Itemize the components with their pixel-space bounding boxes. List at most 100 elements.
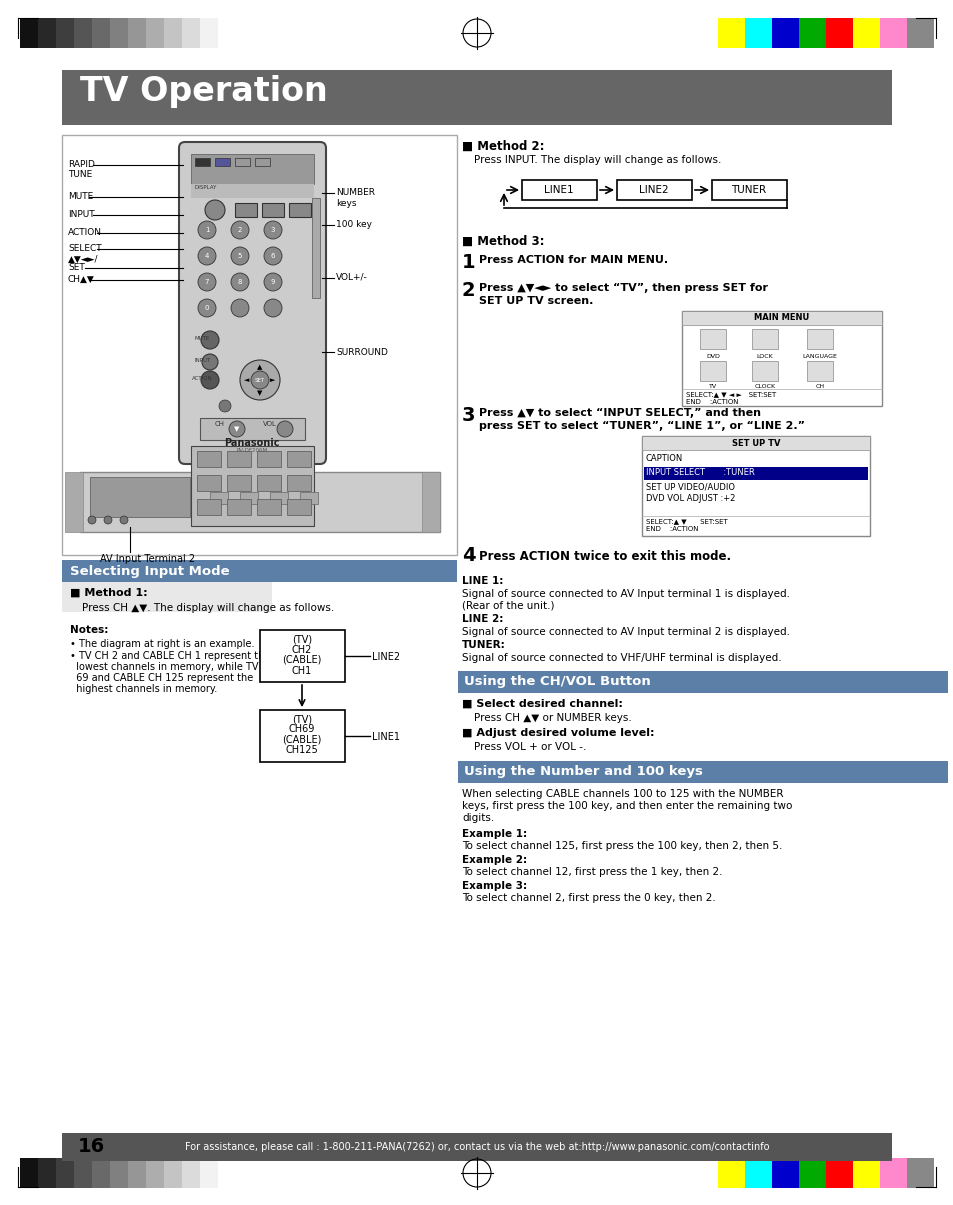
Text: • The diagram at right is an example.: • The diagram at right is an example. xyxy=(70,639,254,649)
Text: END    :ACTION: END :ACTION xyxy=(685,399,738,405)
Text: SELECT:▲ ▼ ◄ ►   SET:SET: SELECT:▲ ▼ ◄ ► SET:SET xyxy=(685,390,776,396)
Bar xyxy=(421,472,439,531)
Bar xyxy=(191,184,314,198)
Bar xyxy=(852,18,879,48)
Text: ■ Method 3:: ■ Method 3: xyxy=(461,235,544,248)
Bar xyxy=(62,582,272,612)
Bar xyxy=(196,499,221,515)
Text: 2: 2 xyxy=(461,281,476,300)
Bar xyxy=(299,492,317,504)
Bar xyxy=(38,18,56,48)
Bar xyxy=(80,472,439,531)
Circle shape xyxy=(264,299,282,317)
Text: 2: 2 xyxy=(237,227,242,233)
Text: Signal of source connected to AV Input terminal 1 is displayed.: Signal of source connected to AV Input t… xyxy=(461,589,789,599)
Bar xyxy=(718,18,744,48)
Text: 3: 3 xyxy=(271,227,275,233)
Text: press SET to select “TUNER”, “LINE 1”, or “LINE 2.”: press SET to select “TUNER”, “LINE 1”, o… xyxy=(478,421,804,431)
Text: ▲: ▲ xyxy=(257,364,262,370)
Text: 5: 5 xyxy=(237,253,242,259)
Bar xyxy=(234,202,256,217)
Text: NUMBER: NUMBER xyxy=(335,188,375,196)
Text: keys: keys xyxy=(335,199,356,208)
Text: VOL+/-: VOL+/- xyxy=(335,272,367,281)
Text: SET: SET xyxy=(254,377,265,382)
Bar xyxy=(256,475,281,490)
FancyBboxPatch shape xyxy=(179,142,326,464)
Bar xyxy=(312,198,319,298)
Bar xyxy=(879,18,906,48)
Text: SET UP TV screen.: SET UP TV screen. xyxy=(478,296,593,306)
Text: CAPTION: CAPTION xyxy=(645,454,682,463)
Text: DVD: DVD xyxy=(705,354,720,359)
Bar xyxy=(806,329,832,349)
Circle shape xyxy=(104,516,112,524)
Text: 9: 9 xyxy=(271,280,275,286)
Bar xyxy=(700,362,725,381)
Circle shape xyxy=(198,247,215,265)
Bar xyxy=(825,18,852,48)
Bar xyxy=(681,311,882,406)
Text: CLOCK: CLOCK xyxy=(754,384,775,389)
Circle shape xyxy=(88,516,96,524)
Text: ■ Method 2:: ■ Method 2: xyxy=(461,140,544,153)
Bar xyxy=(751,329,778,349)
Bar xyxy=(825,1158,852,1188)
Circle shape xyxy=(264,221,282,239)
Circle shape xyxy=(201,331,219,349)
Text: 7: 7 xyxy=(205,280,209,286)
Bar xyxy=(744,18,771,48)
Bar xyxy=(191,154,314,184)
Text: LINE2: LINE2 xyxy=(639,186,668,195)
Text: ■ Select desired channel:: ■ Select desired channel: xyxy=(461,699,622,709)
Bar xyxy=(20,18,38,48)
Bar xyxy=(270,492,288,504)
Text: MAIN MENU: MAIN MENU xyxy=(754,313,809,323)
Text: Example 1:: Example 1: xyxy=(461,829,527,839)
Text: CH69: CH69 xyxy=(289,724,314,734)
Bar xyxy=(191,446,314,527)
Bar xyxy=(681,311,882,325)
Bar xyxy=(91,18,110,48)
Bar xyxy=(146,1158,164,1188)
Text: SURROUND: SURROUND xyxy=(335,348,388,357)
Text: CH125: CH125 xyxy=(285,745,318,756)
Text: VOL: VOL xyxy=(263,421,276,427)
Text: digits.: digits. xyxy=(461,813,494,823)
Text: Example 3:: Example 3: xyxy=(461,881,527,890)
Text: CH: CH xyxy=(214,421,225,427)
Bar xyxy=(62,560,456,582)
Text: ACTION: ACTION xyxy=(68,228,102,237)
Bar xyxy=(65,472,83,531)
Circle shape xyxy=(219,400,231,412)
Text: DVD VOL ADJUST :+2: DVD VOL ADJUST :+2 xyxy=(645,494,735,502)
Bar xyxy=(641,436,869,536)
Bar xyxy=(62,1133,891,1160)
Bar xyxy=(182,18,200,48)
Bar xyxy=(617,180,691,200)
Text: INPUT: INPUT xyxy=(68,210,94,219)
Bar xyxy=(38,1158,56,1188)
Text: Using the CH/VOL Button: Using the CH/VOL Button xyxy=(463,676,650,688)
Circle shape xyxy=(264,247,282,265)
Text: END    :ACTION: END :ACTION xyxy=(645,527,698,531)
Bar xyxy=(751,362,778,381)
Text: 100 key: 100 key xyxy=(335,221,372,229)
Text: Example 2:: Example 2: xyxy=(461,856,527,865)
Bar xyxy=(20,1158,38,1188)
Text: Using the Number and 100 keys: Using the Number and 100 keys xyxy=(463,765,702,778)
Text: INPUT: INPUT xyxy=(194,358,211,363)
Text: RAPID
TUNE: RAPID TUNE xyxy=(68,160,94,180)
Text: • TV CH 2 and CABLE CH 1 represent the: • TV CH 2 and CABLE CH 1 represent the xyxy=(70,651,270,662)
Text: ►: ► xyxy=(270,377,275,383)
Circle shape xyxy=(231,221,249,239)
Circle shape xyxy=(240,360,280,400)
Bar xyxy=(799,1158,825,1188)
Text: (CABLE): (CABLE) xyxy=(282,656,321,665)
Text: INPUT SELECT       :TUNER: INPUT SELECT :TUNER xyxy=(645,468,754,477)
Text: 1: 1 xyxy=(205,227,209,233)
Text: TUNER:: TUNER: xyxy=(461,640,505,649)
Text: CH1: CH1 xyxy=(292,666,312,676)
Bar xyxy=(146,18,164,48)
Text: (TV): (TV) xyxy=(292,635,312,645)
